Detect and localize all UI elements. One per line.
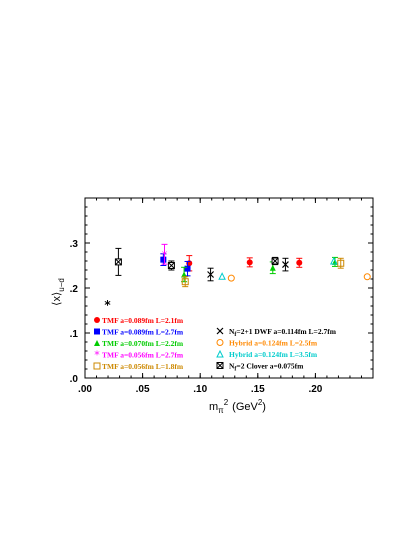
x-axis-label: mπ2 (GeV2) bbox=[209, 398, 266, 415]
data-point bbox=[271, 257, 279, 265]
data-point bbox=[330, 256, 338, 265]
legend-marker bbox=[216, 362, 224, 369]
data-point bbox=[227, 274, 235, 282]
data-point bbox=[337, 259, 345, 267]
legend-marker: * bbox=[94, 349, 100, 362]
legend: TMF a=0.089fm L=2.1fm TMF a=0.089fm L=2.7… bbox=[93, 316, 337, 373]
legend-label: Nf=2+1 DWF a=0.114fm L=2.7fm bbox=[229, 327, 337, 338]
tick-labels: .00 .05 .10 .15 .20 .0 .1 .2 .3 bbox=[70, 239, 323, 395]
data-point: * bbox=[162, 248, 168, 261]
physical-point: * bbox=[104, 298, 111, 312]
data-point bbox=[181, 278, 189, 286]
y-axis-label: ⟨x⟩u−d bbox=[51, 278, 66, 306]
x-tick-label: .20 bbox=[308, 384, 322, 395]
data-point bbox=[269, 264, 276, 271]
svg-text:*: * bbox=[94, 349, 100, 362]
legend-label: TMF a=0.089fm L=2.1fm bbox=[102, 316, 184, 325]
legend-marker bbox=[93, 362, 101, 370]
data-point bbox=[296, 259, 303, 266]
y-tick-label: .3 bbox=[70, 239, 79, 250]
legend-label: Hybrid a=0.124fm L=2.5fm bbox=[229, 339, 318, 348]
axes-ticks bbox=[84, 198, 373, 379]
data-point bbox=[218, 272, 226, 280]
svg-text:⟨x⟩u−d: ⟨x⟩u−d bbox=[51, 278, 66, 306]
data-point bbox=[246, 259, 253, 266]
legend-marker bbox=[216, 349, 224, 358]
legend-label: Hybrid a=0.124fm L=3.5fm bbox=[229, 350, 318, 359]
data-point bbox=[207, 271, 214, 278]
data-point bbox=[363, 273, 371, 281]
data-point bbox=[282, 261, 289, 269]
legend-marker bbox=[216, 327, 224, 335]
legend-label: Nf=2 Clover a=0.075fm bbox=[229, 362, 304, 373]
svg-text:*: * bbox=[162, 248, 168, 261]
y-tick-label: .0 bbox=[70, 374, 79, 385]
data-point bbox=[114, 258, 122, 266]
x-tick-label: .00 bbox=[78, 384, 92, 395]
y-tick-label: .2 bbox=[70, 284, 79, 295]
data-point bbox=[181, 271, 188, 278]
x-tick-label: .10 bbox=[193, 384, 207, 395]
data-point bbox=[184, 265, 191, 272]
legend-marker bbox=[216, 339, 224, 346]
legend-marker bbox=[94, 317, 100, 323]
data-layer: ** bbox=[104, 243, 371, 312]
legend-marker bbox=[94, 328, 100, 335]
legend-label: TMF a=0.089fm L=2.7fm bbox=[102, 328, 184, 337]
data-point bbox=[167, 262, 175, 269]
legend-marker bbox=[94, 340, 100, 346]
y-tick-label: .1 bbox=[70, 329, 79, 340]
data-point bbox=[160, 256, 167, 263]
legend-label: TMF a=0.056fm L=1.8fm bbox=[102, 362, 184, 371]
x-tick-label: .15 bbox=[251, 384, 265, 395]
legend-label: TMF a=0.070fm L=2.2fm bbox=[102, 339, 184, 348]
legend-label: TMF a=0.056fm L=2.7fm bbox=[102, 351, 184, 360]
x-tick-label: .05 bbox=[136, 384, 150, 395]
